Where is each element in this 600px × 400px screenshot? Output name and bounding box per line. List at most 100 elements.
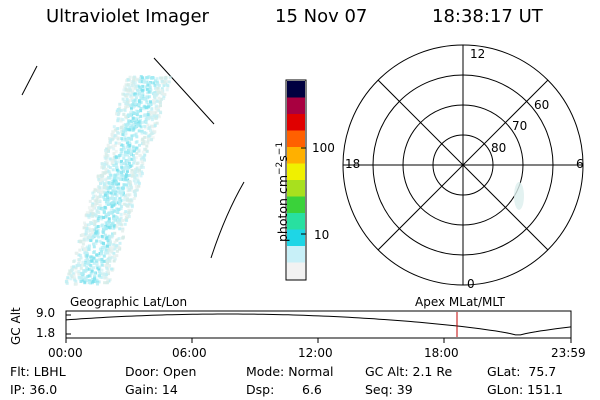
aurora-pixel bbox=[157, 96, 161, 100]
aurora-pixel bbox=[145, 144, 149, 148]
aurora-pixel bbox=[86, 258, 90, 262]
mlt-label-12: 12 bbox=[470, 47, 486, 61]
aurora-pixel bbox=[100, 250, 104, 253]
aurora-pixel bbox=[143, 124, 147, 128]
aurora-pixel bbox=[129, 93, 133, 97]
aurora-pixel bbox=[92, 194, 96, 198]
aurora-pixel bbox=[133, 102, 137, 106]
aurora-pixel bbox=[155, 77, 159, 81]
aurora-pixel bbox=[164, 75, 168, 79]
aurora-pixel bbox=[146, 113, 150, 117]
aurora-pixel bbox=[127, 200, 131, 204]
aurora-pixel bbox=[134, 156, 138, 160]
aurora-pixel bbox=[98, 274, 101, 278]
aurora-pixel bbox=[140, 160, 144, 164]
aurora-pixel bbox=[85, 251, 89, 255]
aurora-pixel bbox=[100, 188, 104, 192]
aurora-pixel bbox=[103, 193, 107, 197]
aurora-pixel bbox=[90, 266, 93, 270]
aurora-pixel bbox=[126, 90, 130, 94]
status-mode: Mode: Normal bbox=[246, 364, 334, 379]
aurora-pixel bbox=[113, 190, 117, 194]
aurora-pixel bbox=[162, 84, 166, 88]
aurora-pixel bbox=[153, 94, 157, 98]
aurora-pixel bbox=[66, 276, 70, 280]
aurora-pixel bbox=[131, 89, 135, 93]
aurora-pixel bbox=[102, 231, 106, 235]
aurora-pixel bbox=[89, 255, 93, 259]
aurora-pixel bbox=[106, 164, 110, 168]
aurora-pixel bbox=[151, 136, 155, 140]
aurora-pixel bbox=[95, 258, 99, 262]
aurora-pixel bbox=[135, 162, 139, 166]
aurora-pixel bbox=[112, 245, 116, 249]
aurora-pixel bbox=[82, 275, 85, 279]
aurora-pixel bbox=[71, 271, 75, 275]
aurora-pixel bbox=[100, 241, 104, 245]
aurora-pixel bbox=[130, 91, 134, 95]
aurora-pixel bbox=[144, 131, 148, 135]
aurora-pixel bbox=[92, 242, 96, 246]
aurora-pixel bbox=[157, 83, 161, 87]
aurora-pixel bbox=[126, 159, 130, 163]
aurora-pixel bbox=[144, 121, 148, 124]
aurora-pixel bbox=[111, 255, 114, 259]
aurora-pixel bbox=[118, 109, 122, 113]
aurora-pixel bbox=[134, 123, 138, 127]
aurora-pixel bbox=[83, 248, 87, 252]
aurora-pixel bbox=[120, 191, 124, 195]
xtick-label-0600: 06:00 bbox=[172, 346, 207, 360]
aurora-pixel bbox=[102, 259, 106, 263]
aurora-pixel bbox=[141, 165, 145, 169]
colorbar-segment bbox=[287, 229, 305, 247]
aurora-pixel bbox=[101, 207, 105, 211]
aurora-pixel bbox=[121, 143, 125, 147]
aurora-pixel bbox=[99, 174, 103, 177]
aurora-pixel bbox=[120, 149, 124, 153]
aurora-pixel bbox=[115, 182, 119, 186]
aurora-pixel bbox=[134, 192, 137, 196]
aurora-pixel bbox=[113, 247, 117, 251]
aurora-pixel bbox=[98, 195, 102, 198]
aurora-pixel bbox=[132, 100, 135, 104]
aurora-pixel bbox=[69, 274, 73, 278]
aurora-pixel bbox=[144, 85, 148, 89]
aurora-pixel bbox=[145, 100, 149, 104]
aurora-pixel bbox=[129, 150, 133, 154]
aurora-pixel bbox=[119, 219, 123, 223]
time-label: 18:38:17 UT bbox=[432, 6, 543, 27]
aurora-pixel bbox=[137, 129, 141, 133]
aurora-pixel bbox=[74, 266, 78, 270]
aurora-pixel bbox=[77, 270, 81, 273]
aurora-pixel bbox=[131, 145, 135, 149]
aurora-pixel bbox=[103, 245, 107, 249]
aurora-pixel bbox=[126, 78, 130, 82]
aurora-pixel bbox=[117, 199, 121, 202]
aurora-pixel bbox=[105, 259, 109, 262]
image-panel bbox=[21, 57, 245, 259]
aurora-pixel bbox=[126, 127, 130, 131]
colorbar-segment bbox=[287, 114, 305, 131]
aurora-pixel bbox=[91, 277, 95, 281]
aurora-pixel bbox=[118, 197, 122, 201]
aurora-pixel bbox=[131, 103, 135, 106]
aurora-pixel bbox=[85, 211, 89, 215]
aurora-pixel bbox=[139, 166, 143, 169]
aurora-pixel bbox=[149, 129, 152, 132]
aurora-pixel bbox=[127, 148, 130, 152]
aurora-pixel bbox=[111, 234, 115, 238]
aurora-pixel bbox=[124, 123, 128, 127]
aurora-pixel bbox=[148, 84, 152, 88]
aurora-pixel bbox=[90, 214, 94, 218]
aurora-pixel bbox=[147, 134, 151, 138]
aurora-pixel bbox=[122, 183, 126, 187]
lat-label-60: 60 bbox=[534, 98, 550, 112]
aurora-pixel bbox=[149, 88, 153, 92]
aurora-pixel bbox=[128, 188, 132, 192]
aurora-pixel bbox=[149, 100, 152, 104]
aurora-pixel bbox=[107, 248, 111, 252]
aurora-pixel bbox=[109, 138, 113, 142]
aurora-pixel bbox=[82, 226, 86, 230]
aurora-pixel bbox=[83, 235, 87, 239]
aurora-pixel bbox=[141, 88, 145, 92]
